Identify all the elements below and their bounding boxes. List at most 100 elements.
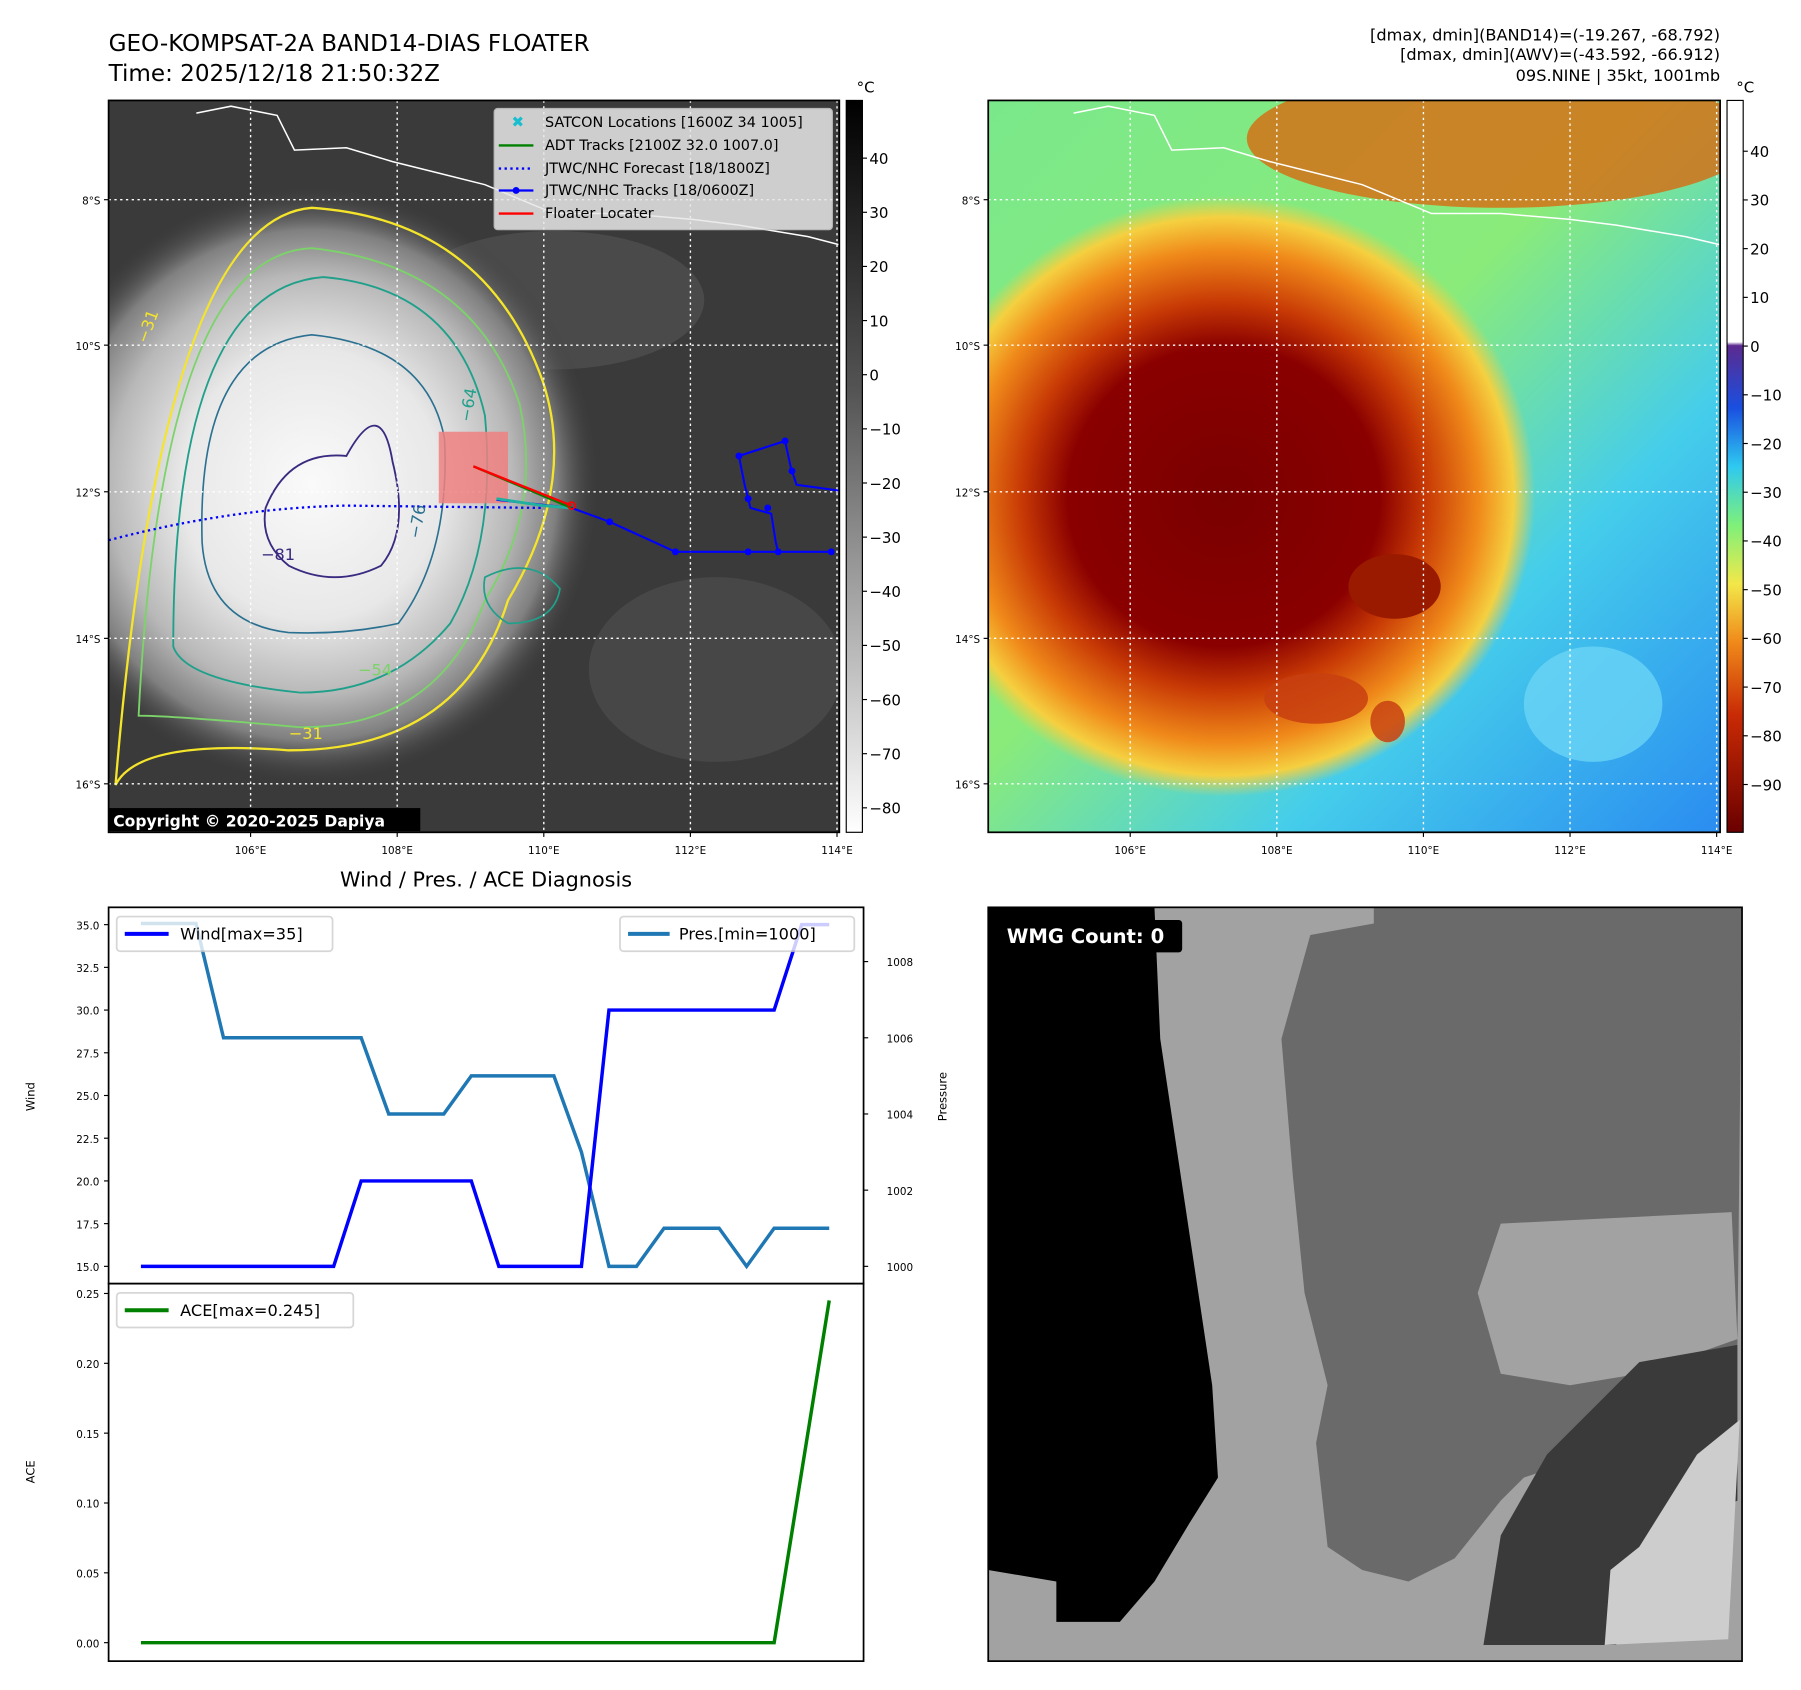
- colorbar-tick-label: −50: [1750, 581, 1782, 599]
- info-storm: 09S.NINE | 35kt, 1001mb: [1516, 66, 1720, 85]
- copyright: Copyright © 2020-2025 Dapiya: [113, 813, 385, 831]
- ace-tick-label: 0.05: [76, 1568, 99, 1580]
- diagnosis-title: Wind / Pres. / ACE Diagnosis: [340, 868, 632, 892]
- colorbar-tick-label: 30: [1750, 192, 1769, 210]
- jtwc-track-points: [606, 437, 835, 556]
- lon-tick-label: 114°E: [821, 845, 853, 857]
- ace-tick-label: 0.20: [76, 1359, 99, 1371]
- colorbar-tick-label: −80: [1750, 728, 1782, 746]
- colorbar-tick-label: −90: [1750, 776, 1782, 794]
- legend-satcon: SATCON Locations [1600Z 34 1005]: [545, 115, 803, 131]
- contour-label: −31: [289, 724, 323, 743]
- ace-legend: ACE[max=0.245]: [115, 1292, 355, 1329]
- lon-tick-label: 110°E: [1408, 845, 1440, 857]
- colorbar-tick-label: −50: [869, 637, 901, 655]
- pressure-tick-label: 1000: [887, 1262, 913, 1274]
- colorbar-unit: °C: [857, 78, 875, 96]
- ace-line: [140, 1300, 831, 1645]
- lon-tick-label: 108°E: [1261, 845, 1293, 857]
- lat-tick-label: 10°S: [76, 341, 101, 353]
- colorbar-tick-label: 10: [869, 312, 888, 330]
- lon-tick-label: 110°E: [528, 845, 560, 857]
- coastline: [1073, 105, 1721, 246]
- colorbar-tick-label: −10: [1750, 387, 1782, 405]
- colorbar-tick-label: 30: [869, 204, 888, 222]
- colorbar-tick-label: 20: [1750, 240, 1769, 258]
- colorbar-tick-label: −20: [869, 475, 901, 493]
- colorbar-tick-label: −30: [869, 529, 901, 547]
- colorbar-tick-label: 40: [869, 150, 888, 168]
- legend-ace: ACE[max=0.245]: [180, 1301, 320, 1320]
- colorbar-tick-label: −60: [869, 691, 901, 709]
- colorbar-tick-label: −70: [1750, 679, 1782, 697]
- ir-colorbar: [845, 99, 863, 833]
- colorbar-tick-label: 0: [869, 366, 879, 384]
- pressure-tick-label: 1006: [887, 1033, 913, 1045]
- lon-tick-label: 106°E: [235, 845, 267, 857]
- pressure-legend: Pres.[min=1000]: [619, 915, 856, 953]
- lon-tick-label: 106°E: [1114, 845, 1146, 857]
- wind-line: [140, 922, 830, 1269]
- pressure-tick-label: 1002: [887, 1186, 913, 1198]
- wind-tick-label: 25.0: [76, 1091, 99, 1103]
- lat-tick-label: 10°S: [955, 341, 980, 353]
- colorbar-tick-label: 10: [1750, 289, 1769, 307]
- map-axis-ticks: 106°E 106°E 108°E 108°E 110°E 110°E 112°E 112°E…: [76, 195, 1733, 857]
- pressure-tick-label: 1008: [887, 957, 913, 969]
- wind-tick-label: 35.0: [76, 920, 99, 932]
- ace-tick-label: 0.00: [76, 1638, 99, 1650]
- legend-pressure: Pres.[min=1000]: [679, 925, 816, 944]
- ace-axis-label: ACE: [24, 1460, 38, 1483]
- figure-title: GEO-KOMPSAT-2A BAND14-DIAS FLOATER: [109, 31, 590, 57]
- ace-tick-label: 0.10: [76, 1499, 99, 1511]
- colorbar-tick-label: −20: [1750, 435, 1782, 453]
- lon-tick-label: 114°E: [1701, 845, 1733, 857]
- wind-legend: Wind[max=35]: [115, 915, 334, 953]
- colorbar-tick-label: 20: [869, 258, 888, 276]
- lat-tick-label: 14°S: [955, 634, 980, 646]
- awv-map-panel: [988, 100, 1721, 833]
- legend-jtwc-tracks: JTWC/NHC Tracks [18/0600Z]: [544, 183, 754, 199]
- lat-tick-label: 16°S: [76, 779, 101, 791]
- wind-pressure-chart: 15.0 17.5 20.0 22.5 25.0 27.5 30.0 32.5 35.0 100…: [24, 906, 950, 1285]
- wind-tick-label: 32.5: [76, 963, 99, 975]
- contour-label: −54: [358, 660, 392, 679]
- map-gridlines: [988, 100, 1721, 833]
- legend-jtwc-forecast: JTWC/NHC Forecast [18/1800Z]: [544, 161, 770, 177]
- ace-tick-label: 0.25: [76, 1289, 99, 1301]
- lon-tick-label: 112°E: [1554, 845, 1586, 857]
- wmg-black-region: [988, 907, 1218, 1622]
- wmg-panel: WMG Count: 0: [987, 906, 1743, 1663]
- lat-tick-label: 8°S: [82, 195, 101, 207]
- colorbar-tick-label: −70: [869, 745, 901, 763]
- ace-chart: 0.00 0.05 0.10 0.15 0.20 0.25 ACE ACE[max=0.2…: [24, 1282, 865, 1663]
- colorbar-tick-label: 40: [1750, 143, 1769, 161]
- pressure-tick-label: 1004: [887, 1110, 914, 1122]
- info-band14: [dmax, dmin](BAND14)=(-19.267, -68.792): [1370, 25, 1720, 44]
- wind-tick-label: 15.0: [76, 1262, 99, 1274]
- wind-tick-label: 20.0: [76, 1177, 99, 1189]
- ace-tick-label: 0.15: [76, 1429, 99, 1441]
- wind-tick-label: 27.5: [76, 1048, 99, 1060]
- lat-tick-label: 14°S: [76, 634, 101, 646]
- lat-tick-label: 16°S: [955, 779, 980, 791]
- wind-tick-label: 30.0: [76, 1006, 99, 1018]
- colorbar-tick-label: −10: [869, 421, 901, 439]
- legend-adt: ADT Tracks [2100Z 32.0 1007.0]: [545, 138, 779, 154]
- satcon-marker-icon: ✖: [511, 113, 524, 131]
- colorbar-tick-label: −30: [1750, 484, 1782, 502]
- wmg-light-region: [1604, 1419, 1740, 1645]
- contour-minus54: [137, 247, 528, 729]
- contour-minus31: [114, 206, 556, 786]
- colorbar-tick-label: −40: [1750, 533, 1782, 551]
- contour-label: −81: [261, 545, 295, 564]
- colorbar-tick-label: −80: [869, 800, 901, 818]
- info-awv: [dmax, dmin](AWV)=(-43.592, -66.912): [1400, 45, 1720, 64]
- wind-axis-label: Wind: [24, 1082, 38, 1111]
- pressure-line: [140, 921, 830, 1270]
- wmg-count: WMG Count: 0: [1007, 925, 1165, 948]
- pressure-axis-label: Pressure: [936, 1072, 950, 1121]
- colorbar-tick-label: 0: [1750, 338, 1760, 356]
- colorbar-tick-label: −40: [869, 583, 901, 601]
